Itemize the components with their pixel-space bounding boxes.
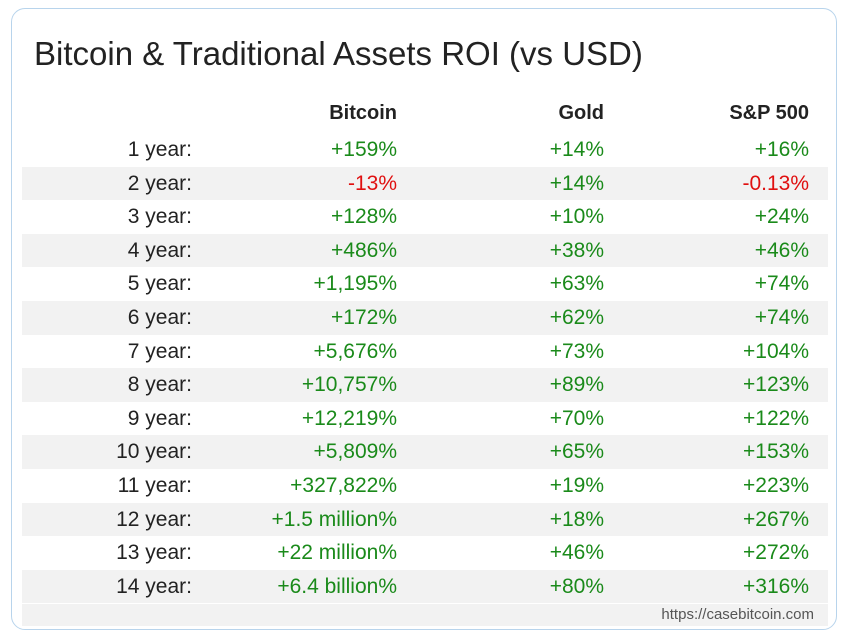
bitcoin-roi-cell: +172% — [331, 305, 397, 329]
table-row: 1 year: +159% +14% +16% — [22, 133, 828, 167]
bitcoin-roi-cell: +5,809% — [313, 440, 398, 464]
table-row: 7 year: +5,676% +73% +104% — [22, 335, 828, 369]
table-row: 4 year: +486% +38% +46% — [22, 233, 828, 268]
sp500-roi-cell: -0.13% — [742, 171, 809, 195]
sp500-roi-cell: +74% — [754, 305, 809, 329]
gold-roi-cell: +19% — [549, 473, 604, 497]
column-header-bitcoin: Bitcoin — [329, 102, 397, 124]
table-row: 12 year: +1.5 million% +18% +267% — [22, 502, 828, 537]
table-row: 8 year: +10,757% +89% +123% — [22, 368, 828, 402]
sp500-roi-cell: +74% — [754, 272, 809, 296]
row-label: 9 year: — [127, 406, 192, 430]
gold-roi-cell: +89% — [549, 373, 604, 397]
gold-roi-cell: +63% — [549, 272, 604, 296]
row-label: 12 year: — [116, 507, 192, 531]
row-label: 10 year: — [116, 440, 192, 464]
row-label: 3 year: — [127, 205, 192, 229]
sp500-roi-cell: +272% — [743, 541, 809, 565]
table-row: 2 year: -13% +14% -0.13% — [22, 166, 828, 201]
sp500-roi-cell: +223% — [743, 473, 809, 497]
bitcoin-roi-cell: +22 million% — [277, 541, 397, 565]
sp500-roi-cell: +16% — [754, 138, 809, 161]
bitcoin-roi-cell: +10,757% — [301, 373, 397, 397]
gold-roi-cell: +38% — [549, 238, 604, 262]
gold-roi-cell: +80% — [549, 574, 604, 598]
row-label: 11 year: — [117, 473, 192, 497]
gold-roi-cell: +62% — [549, 305, 604, 329]
sp500-roi-cell: +123% — [743, 373, 809, 397]
bitcoin-roi-cell: +6.4 billion% — [277, 574, 397, 598]
sp500-roi-cell: +122% — [743, 406, 809, 430]
row-label: 1 year: — [127, 138, 192, 161]
table-row: 9 year: +12,219% +70% +122% — [22, 402, 828, 436]
table-row: 14 year: +6.4 billion% +80% +316% — [22, 569, 828, 604]
row-label: 5 year: — [127, 272, 192, 296]
table-row: 5 year: +1,195% +63% +74% — [22, 267, 828, 301]
bitcoin-roi-cell: +12,219% — [301, 406, 397, 430]
row-label: 2 year: — [127, 171, 192, 195]
row-label: 4 year: — [127, 238, 192, 262]
table-row: 6 year: +172% +62% +74% — [22, 300, 828, 335]
sp500-roi-cell: +267% — [743, 507, 809, 531]
table-row: 10 year: +5,809% +65% +153% — [22, 435, 828, 469]
bitcoin-roi-cell: +159% — [331, 138, 397, 161]
bitcoin-roi-cell: +5,676% — [313, 339, 398, 363]
row-label: 8 year: — [127, 373, 192, 397]
roi-table-card: Bitcoin & Traditional Assets ROI (vs USD… — [11, 8, 837, 630]
table-body: 1 year: +159% +14% +16% 2 year: -13% +14% -0.13… — [22, 133, 828, 604]
gold-roi-cell: +18% — [549, 507, 604, 531]
row-label: 14 year: — [116, 574, 192, 598]
table-title: Bitcoin & Traditional Assets ROI (vs USD… — [34, 35, 643, 72]
row-label: 7 year: — [127, 339, 192, 363]
bitcoin-roi-cell: +486% — [331, 238, 397, 262]
row-label: 13 year: — [116, 541, 192, 565]
bitcoin-roi-cell: +128% — [331, 205, 397, 229]
sp500-roi-cell: +46% — [754, 238, 809, 262]
table-row: 3 year: +128% +10% +24% — [22, 200, 828, 234]
table-row: 13 year: +22 million% +46% +272% — [22, 536, 828, 570]
source-link[interactable]: https://casebitcoin.com — [661, 606, 814, 623]
table-footer — [22, 604, 828, 626]
sp500-roi-cell: +24% — [754, 205, 809, 229]
gold-roi-cell: +14% — [549, 138, 604, 161]
gold-roi-cell: +10% — [549, 205, 604, 229]
table-header-row: Bitcoin Gold S&P 500 — [12, 96, 838, 130]
sp500-roi-cell: +316% — [743, 574, 809, 598]
bitcoin-roi-cell: +1.5 million% — [271, 507, 397, 531]
sp500-roi-cell: +153% — [743, 440, 809, 464]
gold-roi-cell: +14% — [549, 171, 604, 195]
row-label: 6 year: — [127, 305, 192, 329]
table-row: 11 year: +327,822% +19% +223% — [22, 469, 828, 503]
bitcoin-roi-cell: +1,195% — [313, 272, 398, 296]
bitcoin-roi-cell: -13% — [347, 171, 397, 195]
gold-roi-cell: +46% — [549, 541, 604, 565]
bitcoin-roi-cell: +327,822% — [290, 473, 397, 497]
gold-roi-cell: +73% — [549, 339, 604, 363]
column-header-gold: Gold — [558, 102, 604, 124]
sp500-roi-cell: +104% — [743, 339, 809, 363]
gold-roi-cell: +65% — [549, 440, 604, 464]
column-header-sp500: S&P 500 — [729, 102, 809, 124]
gold-roi-cell: +70% — [549, 406, 604, 430]
